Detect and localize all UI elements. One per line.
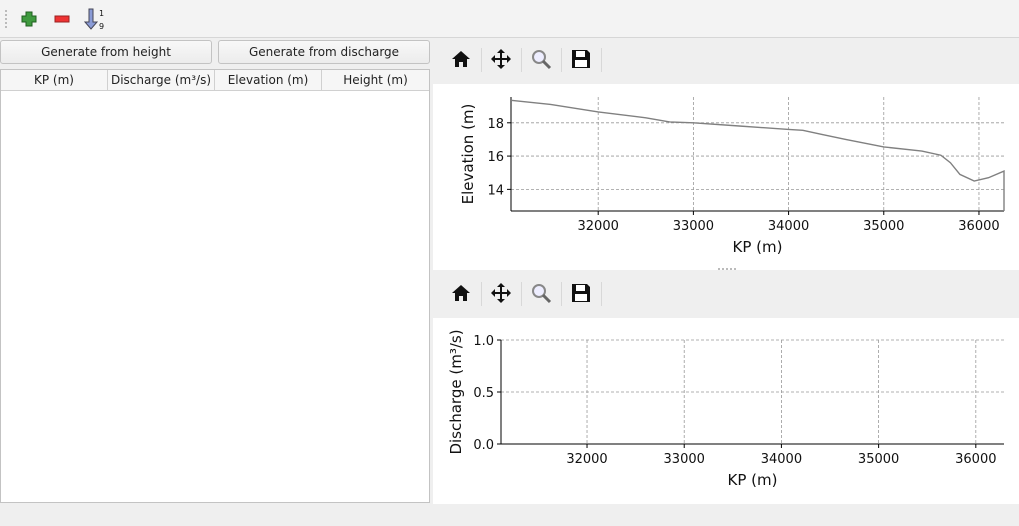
pan-icon[interactable] (488, 280, 514, 306)
y-tick-label: 18 (487, 117, 504, 132)
save-icon[interactable] (568, 46, 594, 72)
plot-toolbar-elevation (433, 38, 1019, 84)
svg-text:1: 1 (99, 9, 104, 18)
status-bar (0, 505, 1019, 526)
x-tick-label: 35000 (863, 219, 904, 234)
toolbar-separator (481, 48, 482, 72)
table-header: KP (m) Discharge (m³/s) Elevation (m) He… (1, 70, 429, 91)
x-tick-label: 32000 (578, 219, 619, 234)
discharge-plot[interactable]: 32000 33000 34000 35000 36000 0.0 0.5 1.0 KP (m)… (433, 318, 1019, 504)
x-tick-label: 33000 (664, 452, 705, 467)
column-header-height[interactable]: Height (m) (343, 73, 408, 87)
plot-toolbar-discharge (433, 272, 1019, 318)
toolbar-separator (561, 282, 562, 306)
x-tick-label: 36000 (958, 219, 999, 234)
x-tick-label: 34000 (768, 219, 809, 234)
add-icon[interactable] (18, 8, 40, 30)
x-tick-label: 34000 (761, 452, 802, 467)
column-header-kp[interactable]: KP (m) (1, 70, 108, 90)
svg-text:9: 9 (99, 22, 104, 31)
toolbar-separator (521, 48, 522, 72)
toolbar-separator (481, 282, 482, 306)
zoom-icon[interactable] (528, 46, 554, 72)
toolbar-separator (521, 282, 522, 306)
toolbar-grip[interactable] (5, 10, 9, 28)
elevation-line (510, 99, 1005, 211)
generate-from-height-button[interactable]: Generate from height (0, 40, 212, 64)
data-table[interactable]: KP (m) Discharge (m³/s) Elevation (m) He… (0, 69, 430, 503)
x-tick-label: 35000 (858, 452, 899, 467)
column-header-discharge[interactable]: Discharge (m³/s) (108, 70, 215, 90)
y-tick-label: 14 (487, 183, 504, 198)
y-tick-label: 0.5 (473, 386, 494, 401)
remove-icon[interactable] (51, 8, 73, 30)
y-axis-label: Elevation (m) (459, 104, 477, 205)
y-tick-label: 16 (487, 150, 504, 165)
splitter-handle[interactable] (718, 268, 736, 271)
zoom-icon[interactable] (528, 280, 554, 306)
x-axis-label: KP (m) (728, 471, 778, 489)
x-tick-label: 33000 (673, 219, 714, 234)
home-icon[interactable] (448, 280, 474, 306)
home-icon[interactable] (448, 46, 474, 72)
x-tick-label: 36000 (955, 452, 996, 467)
x-tick-label: 32000 (566, 452, 607, 467)
y-tick-label: 0.0 (473, 438, 494, 453)
save-icon[interactable] (568, 280, 594, 306)
toolbar-separator (601, 282, 602, 306)
y-tick-label: 1.0 (473, 334, 494, 349)
pan-icon[interactable] (488, 46, 514, 72)
generate-from-discharge-button[interactable]: Generate from discharge (218, 40, 430, 64)
column-header-elevation[interactable]: Elevation (m) (215, 70, 322, 90)
x-axis-label: KP (m) (733, 238, 783, 256)
elevation-plot[interactable]: 32000 33000 34000 35000 36000 14 16 18 KP (m) Ele… (433, 84, 1019, 270)
y-axis-label: Discharge (m³/s) (447, 329, 465, 454)
toolbar-separator (601, 48, 602, 72)
toolbar-separator (561, 48, 562, 72)
